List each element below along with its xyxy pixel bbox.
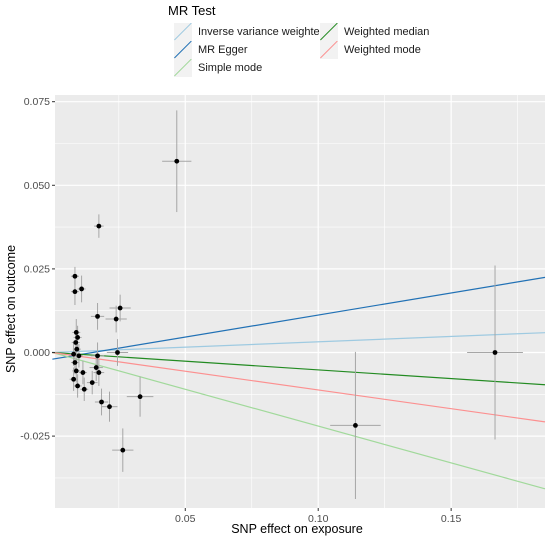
plot-panel xyxy=(55,95,545,508)
data-point xyxy=(93,365,99,370)
data-point xyxy=(95,313,100,319)
legend-item-inverse-variance-weighted: Inverse variance weighted xyxy=(174,23,326,41)
legend-key-inverse-variance-weighted xyxy=(174,23,192,41)
data-point xyxy=(492,350,498,355)
data-point xyxy=(79,286,84,292)
x-axis-title: SNP effect on exposure xyxy=(231,522,363,536)
y-tick-label: 0.075 xyxy=(24,96,50,108)
y-tick-label: 0.000 xyxy=(24,347,50,359)
data-point xyxy=(137,394,143,400)
data-point xyxy=(74,346,80,352)
data-point xyxy=(353,423,358,428)
y-tick-label: 0.025 xyxy=(24,263,50,275)
regression-lines xyxy=(52,276,546,490)
data-point xyxy=(72,289,78,295)
data-point xyxy=(73,340,79,345)
data-point xyxy=(120,447,126,453)
y-tick-label: -0.025 xyxy=(20,431,50,443)
grid-minor xyxy=(55,95,545,508)
data-point xyxy=(89,380,95,385)
regression-line xyxy=(52,276,546,360)
data-point xyxy=(81,386,87,392)
legend-label: Weighted median xyxy=(344,26,430,38)
regression-line xyxy=(52,351,546,386)
legend-title: MR Test xyxy=(168,3,216,18)
legend-key-weighted-median xyxy=(320,23,338,41)
legend-label: Simple mode xyxy=(198,62,263,74)
x-axis-ticks: 0.05 0.10 0.15 xyxy=(175,508,462,525)
regression-line xyxy=(52,351,546,490)
data-points xyxy=(71,158,498,453)
data-point xyxy=(95,353,100,359)
data-point xyxy=(73,368,79,374)
regression-line xyxy=(52,351,546,423)
regression-line xyxy=(52,332,546,354)
x-tick-label: 0.10 xyxy=(308,513,329,525)
y-tick-label: 0.050 xyxy=(24,180,50,192)
data-point xyxy=(99,399,104,405)
data-point xyxy=(117,305,123,311)
data-point xyxy=(174,158,180,164)
y-axis-title: SNP effect on outcome xyxy=(4,245,18,373)
legend-label: MR Egger xyxy=(198,44,248,56)
data-point xyxy=(76,353,82,359)
x-tick-label: 0.05 xyxy=(175,513,196,525)
x-tick-label: 0.15 xyxy=(441,513,462,525)
legend-item-weighted-mode: Weighted mode xyxy=(320,41,421,59)
data-point xyxy=(113,316,119,322)
legend-item-mr-egger: MR Egger xyxy=(174,41,248,59)
legend-label: Weighted mode xyxy=(344,44,421,56)
data-point xyxy=(72,273,78,279)
grid-major xyxy=(55,95,545,508)
data-point xyxy=(96,370,102,375)
legend-key-simple-mode xyxy=(174,59,192,77)
legend-key-mr-egger xyxy=(174,41,192,59)
y-axis-ticks: -0.025 0.000 0.025 0.050 0.075 xyxy=(20,96,55,443)
data-point xyxy=(75,383,80,389)
legend-item-simple-mode: Simple mode xyxy=(174,59,262,77)
data-point xyxy=(71,376,77,382)
legend-label: Inverse variance weighted xyxy=(198,26,326,38)
data-point xyxy=(73,330,79,335)
data-point xyxy=(107,404,112,410)
data-point xyxy=(96,223,102,229)
legend-key-weighted-mode xyxy=(320,41,338,59)
data-point xyxy=(71,351,77,357)
legend-item-weighted-median: Weighted median xyxy=(320,23,429,41)
data-point xyxy=(72,360,78,365)
data-point xyxy=(80,370,86,375)
data-point xyxy=(75,335,80,340)
legend: MR Test Inverse variance weighted MR Egg… xyxy=(160,0,460,90)
data-point xyxy=(115,350,120,355)
